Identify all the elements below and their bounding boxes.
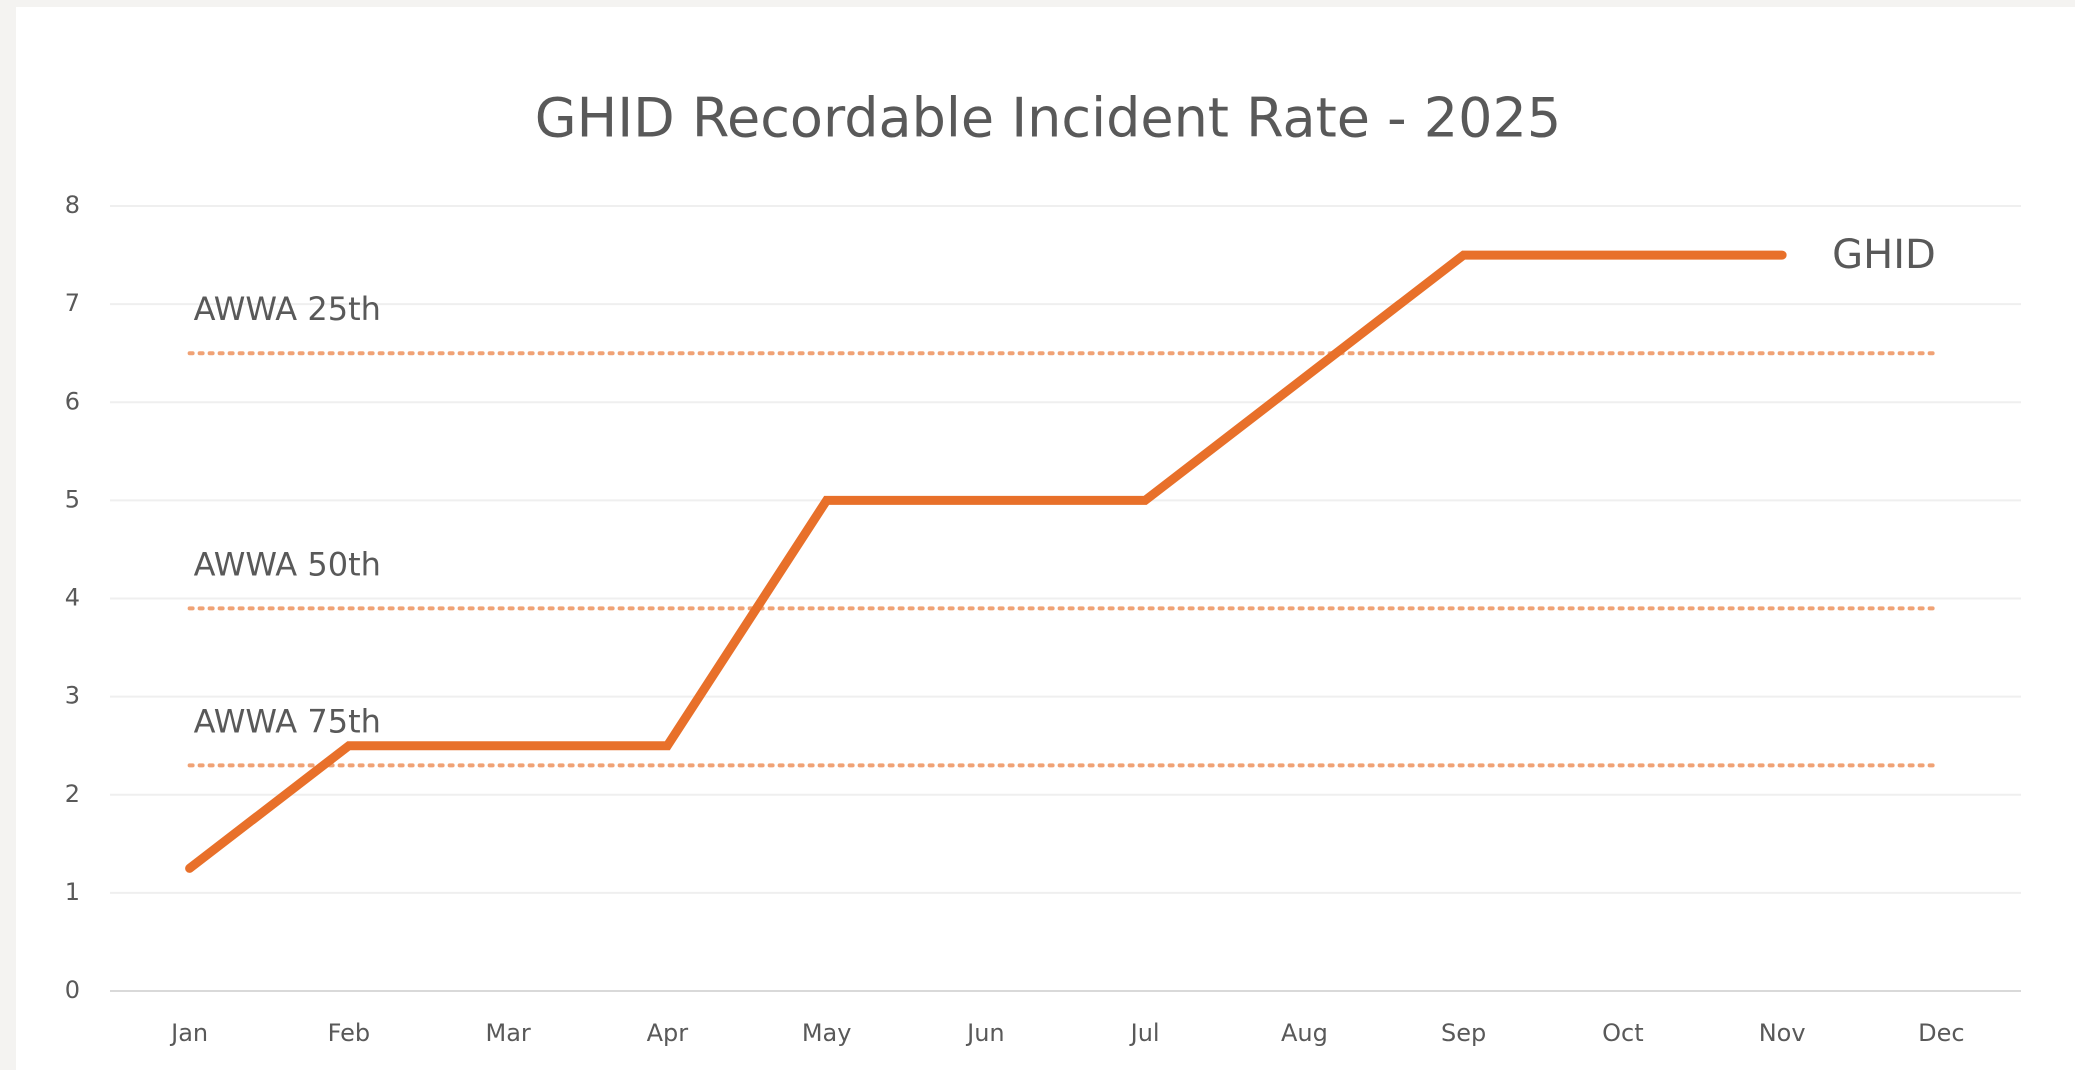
x-tick-label: May [802, 1019, 852, 1047]
chart-card [16, 7, 2075, 1070]
y-tick-label: 0 [65, 976, 80, 1004]
y-tick-label: 4 [65, 584, 80, 612]
reference-label: AWWA 75th [194, 702, 381, 740]
y-tick-label: 5 [65, 485, 80, 513]
x-tick-label: Aug [1281, 1019, 1328, 1047]
y-tick-label: 2 [65, 780, 80, 808]
y-tick-label: 1 [65, 878, 80, 906]
x-tick-label: Nov [1759, 1019, 1806, 1047]
y-tick-label: 7 [65, 289, 80, 317]
x-tick-label: Jan [169, 1019, 208, 1047]
data-line [185, 250, 1787, 873]
y-tick-label: 3 [65, 682, 80, 710]
x-tick-label: Sep [1441, 1019, 1486, 1047]
reference-label: AWWA 50th [194, 545, 381, 583]
y-tick-label: 6 [65, 387, 80, 415]
series-label: GHID [1832, 232, 1936, 278]
x-tick-label: Apr [647, 1019, 689, 1047]
x-tick-label: Oct [1602, 1019, 1644, 1047]
chart-title: GHID Recordable Incident Rate - 2025 [535, 87, 1561, 150]
x-tick-label: Mar [485, 1019, 530, 1047]
x-tick-label: Jun [965, 1019, 1005, 1047]
x-tick-label: Jul [1129, 1019, 1160, 1047]
x-tick-label: Dec [1918, 1019, 1964, 1047]
reference-label: AWWA 25th [194, 290, 381, 328]
y-tick-label: 8 [65, 191, 80, 219]
x-tick-label: Feb [328, 1019, 371, 1047]
